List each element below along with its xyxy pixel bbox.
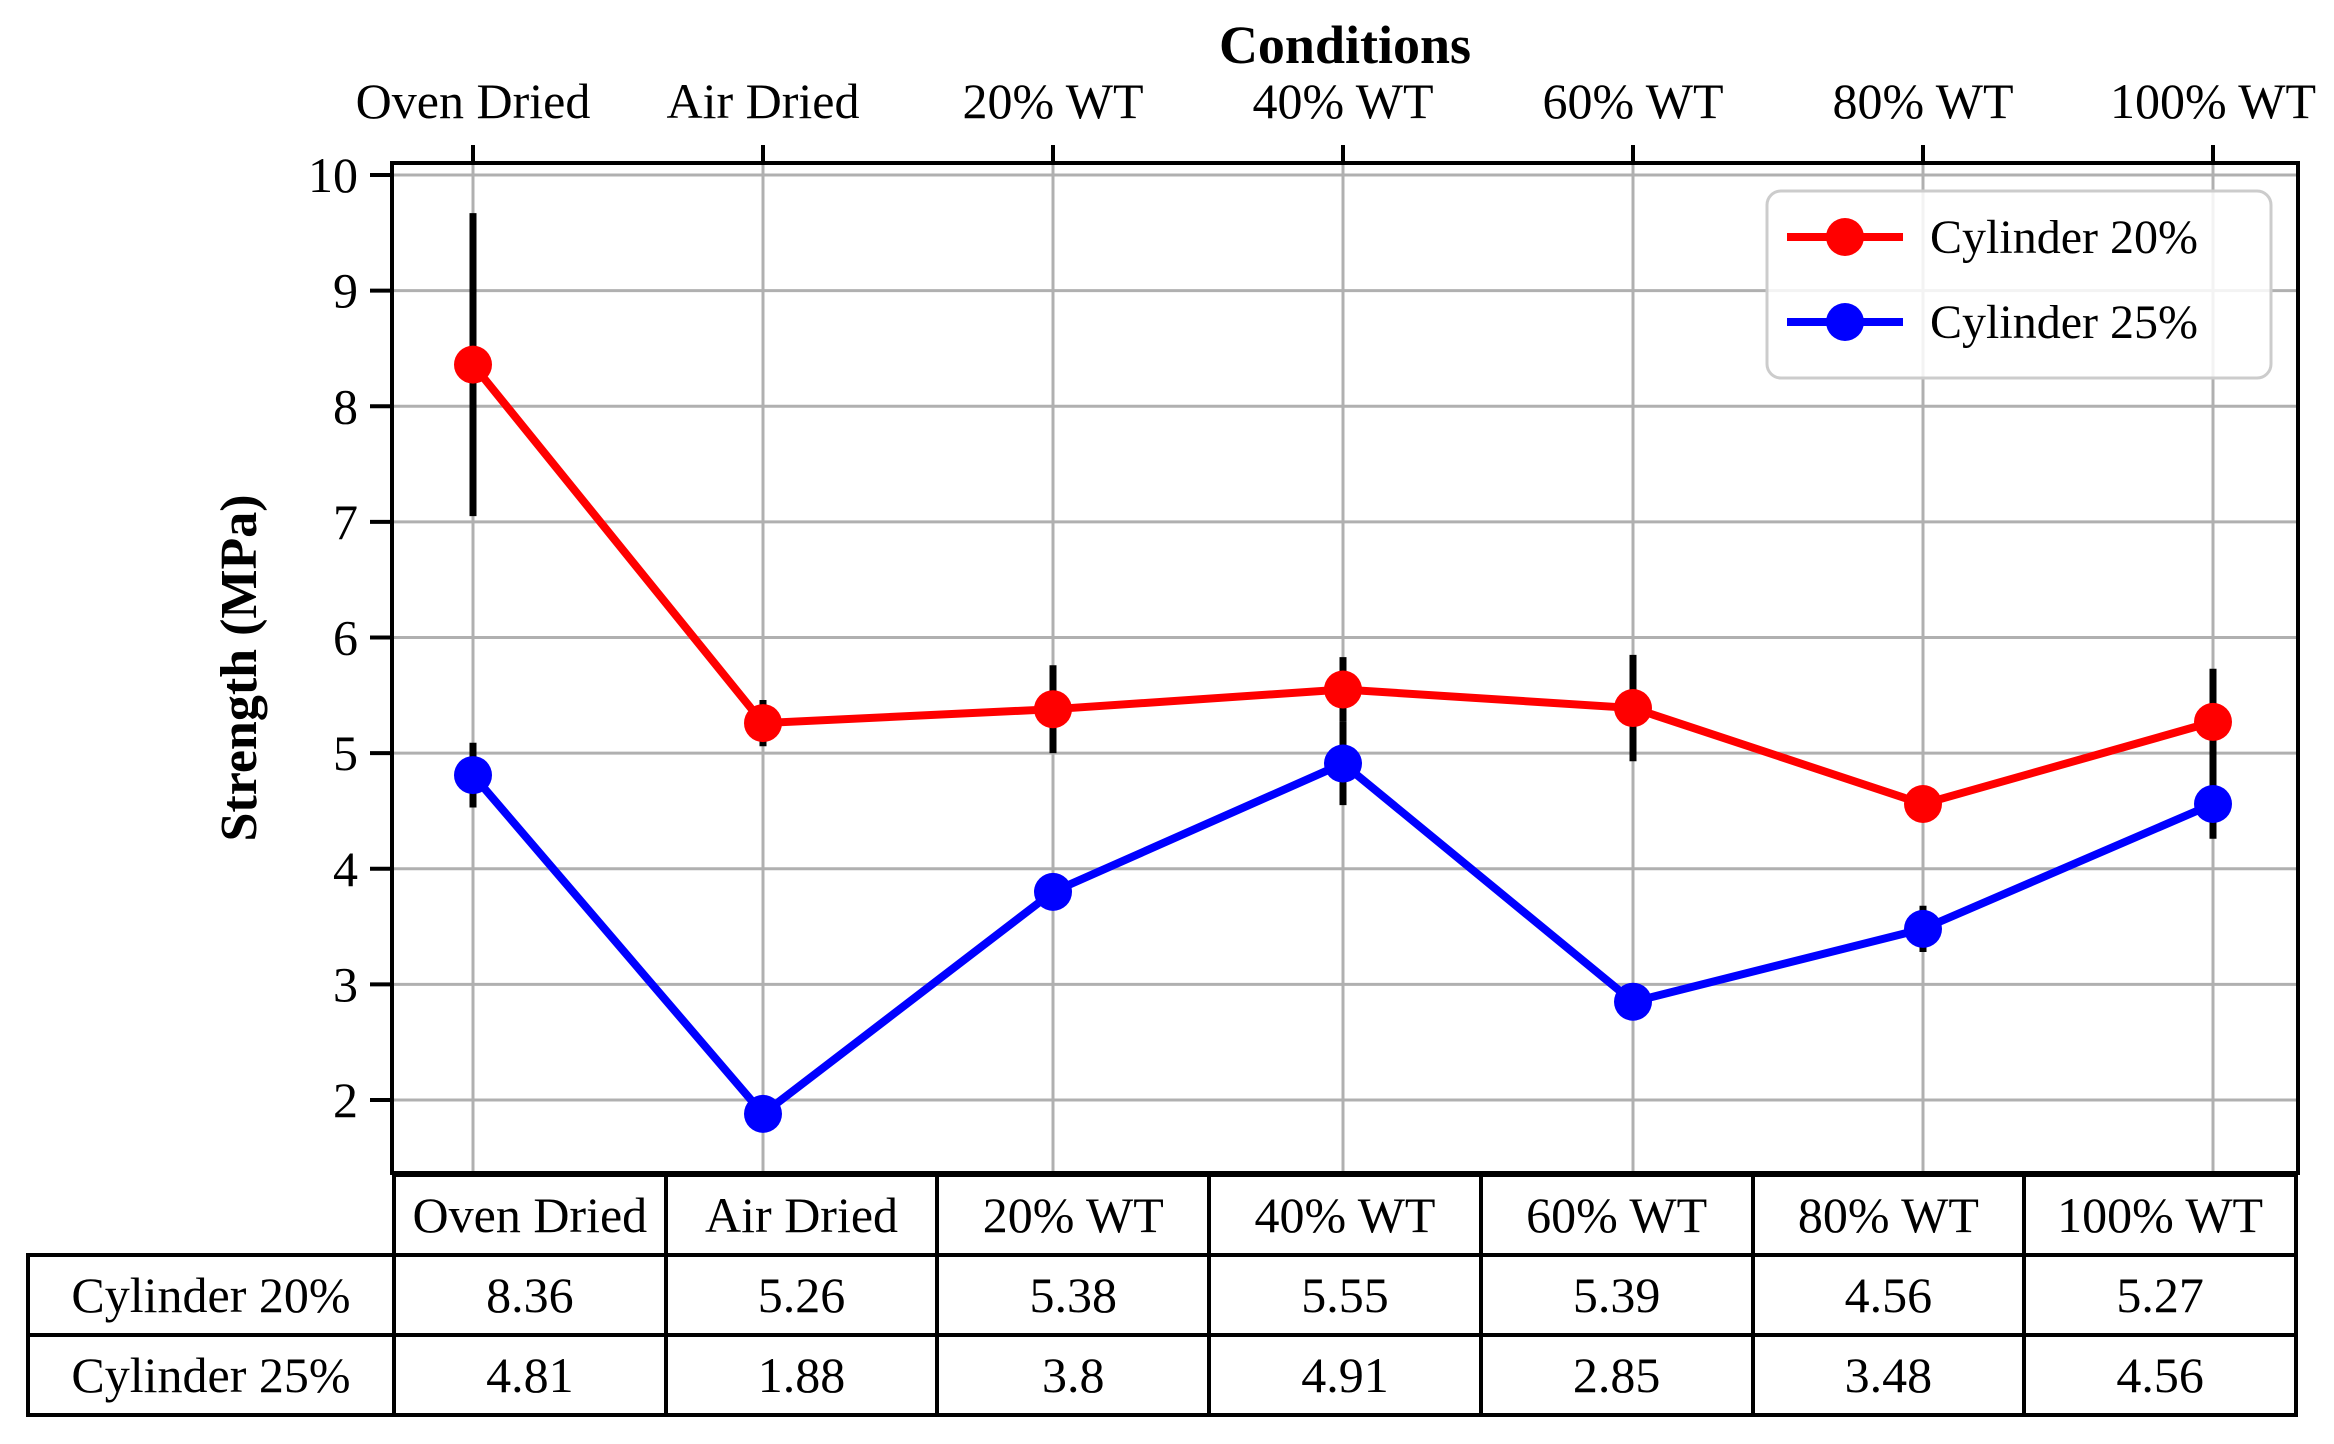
x-tick-label: 80% WT: [1833, 73, 2014, 129]
table-value-cell: 4.56: [2022, 1333, 2298, 1417]
table-value-cell: 8.36: [392, 1253, 668, 1337]
x-tick-label: 60% WT: [1543, 73, 1724, 129]
table-column-header: 80% WT: [1750, 1173, 2027, 1257]
data-point-marker: [1324, 744, 1362, 783]
table-value-cell: 3.8: [935, 1333, 1212, 1417]
data-point-marker: [744, 704, 782, 743]
table-value-cell: 3.48: [1750, 1333, 2027, 1417]
axes-layer: 2 3 4 5 6 7 8 9 10 Oven Dried Air Dried 20% WT 40% W…: [308, 73, 2316, 1175]
chart-title: Conditions: [1219, 15, 1471, 75]
legend-label: Cylinder 25%: [1930, 296, 2198, 349]
x-tick-label: 40% WT: [1253, 73, 1434, 129]
table-column-header: Oven Dried: [392, 1173, 668, 1257]
x-tick-label: 100% WT: [2110, 73, 2316, 129]
table-corner-cell: [28, 1175, 394, 1255]
data-point-marker: [1034, 872, 1072, 911]
y-tick-label: 7: [333, 494, 358, 550]
table-value-cell: 5.26: [663, 1253, 940, 1337]
table-column-header: Air Dried: [663, 1173, 940, 1257]
table-row: Cylinder 20% 8.36 5.26 5.38 5.55 5.39 4.56 5.27: [26, 1253, 2298, 1337]
y-tick-label: 8: [333, 378, 358, 434]
data-point-marker: [1904, 909, 1942, 948]
table-value-cell: 5.27: [2022, 1253, 2298, 1337]
table-column-header: 100% WT: [2022, 1173, 2298, 1257]
legend-sample-marker: [1826, 218, 1864, 256]
table-value-cell: 4.56: [1750, 1253, 2027, 1337]
table-row-label: Cylinder 20%: [26, 1253, 396, 1337]
y-tick-label: 10: [308, 147, 358, 203]
table-value-cell: 5.38: [935, 1253, 1212, 1337]
series-layer: [454, 213, 2232, 1133]
legend-sample-marker: [1826, 303, 1864, 341]
table-row-label: Cylinder 25%: [26, 1333, 396, 1417]
data-point-marker: [2194, 702, 2232, 741]
legend-layer: Cylinder 20% Cylinder 25%: [1765, 189, 2273, 380]
y-tick-label: 4: [333, 841, 358, 897]
data-point-marker: [454, 345, 492, 384]
y-tick-label: 5: [333, 725, 358, 781]
data-point-marker: [744, 1094, 782, 1133]
y-tick-label: 6: [333, 610, 358, 666]
table-header-row: Oven Dried Air Dried 20% WT 40% WT 60% WT 80%…: [28, 1173, 2298, 1257]
data-point-marker: [1614, 689, 1652, 728]
x-tick-label: Oven Dried: [356, 73, 591, 129]
data-point-marker: [454, 756, 492, 795]
table-column-header: 20% WT: [935, 1173, 1212, 1257]
y-tick-label: 3: [333, 956, 358, 1012]
y-axis-title: Strength (MPa): [211, 494, 268, 841]
data-table: Oven Dried Air Dried 20% WT 40% WT 60% WT 80%…: [26, 1173, 2298, 1417]
table-value-cell: 4.91: [1207, 1333, 1483, 1417]
data-point-marker: [1324, 670, 1362, 709]
y-tick-label: 2: [333, 1072, 358, 1128]
table-row: Cylinder 25% 4.81 1.88 3.8 4.91 2.85 3.48 4.56: [26, 1333, 2298, 1417]
x-tick-label: 20% WT: [963, 73, 1144, 129]
data-point-marker: [2194, 785, 2232, 823]
table-column-header: 40% WT: [1207, 1173, 1483, 1257]
y-tick-label: 9: [333, 263, 358, 319]
x-tick-label: Air Dried: [667, 73, 860, 129]
data-point-marker: [1904, 785, 1942, 823]
table-column-header: 60% WT: [1478, 1173, 1755, 1257]
table-value-cell: 1.88: [663, 1333, 940, 1417]
table-value-cell: 5.39: [1478, 1253, 1755, 1337]
legend-label: Cylinder 20%: [1930, 211, 2198, 264]
data-point-marker: [1614, 982, 1652, 1021]
table-value-cell: 2.85: [1478, 1333, 1755, 1417]
table-value-cell: 5.55: [1207, 1253, 1483, 1337]
table-value-cell: 4.81: [392, 1333, 668, 1417]
data-point-marker: [1034, 690, 1072, 729]
